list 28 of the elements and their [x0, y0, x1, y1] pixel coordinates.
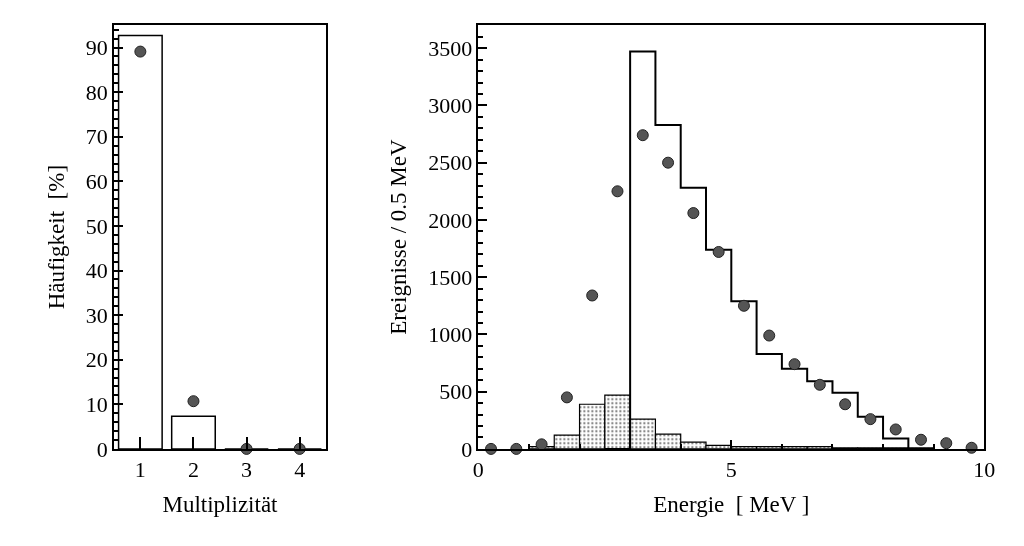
y-tick-label: 80 — [85, 79, 108, 105]
y-tick-label: 500 — [439, 379, 473, 405]
y-tick-label: 10 — [85, 392, 108, 418]
y-tick-label: 30 — [85, 302, 108, 328]
y-axis-title: Ereignisse / 0.5 MeV — [386, 138, 412, 335]
y-tick-label: 40 — [85, 258, 108, 284]
x-axis-title: Energie [ MeV ] — [653, 492, 810, 518]
y-tick-label: 20 — [85, 347, 108, 373]
x-tick-label: 5 — [725, 457, 737, 483]
x-tick-label: 3 — [241, 457, 253, 483]
x-tick-label: 10 — [973, 457, 996, 483]
y-tick-label: 3000 — [428, 93, 473, 119]
y-tick-label: 2000 — [428, 207, 473, 233]
y-tick-label: 1000 — [428, 322, 473, 348]
x-axis-title: Multiplizität — [162, 492, 279, 518]
y-tick-label: 60 — [85, 169, 108, 195]
y-tick-label: 2500 — [428, 150, 473, 176]
y-tick-label: 0 — [96, 436, 108, 462]
y-tick-label: 1500 — [428, 264, 473, 290]
x-tick-label: 2 — [187, 457, 199, 483]
x-tick-label: 4 — [294, 457, 306, 483]
y-tick-label: 50 — [85, 213, 108, 239]
y-tick-label: 90 — [85, 35, 108, 61]
y-tick-label: 70 — [85, 124, 108, 150]
x-tick-label: 1 — [134, 457, 146, 483]
y-tick-label: 0 — [461, 436, 473, 462]
y-axis-title: Häufigkeit [%] — [43, 164, 69, 310]
y-tick-label: 3500 — [428, 35, 473, 61]
